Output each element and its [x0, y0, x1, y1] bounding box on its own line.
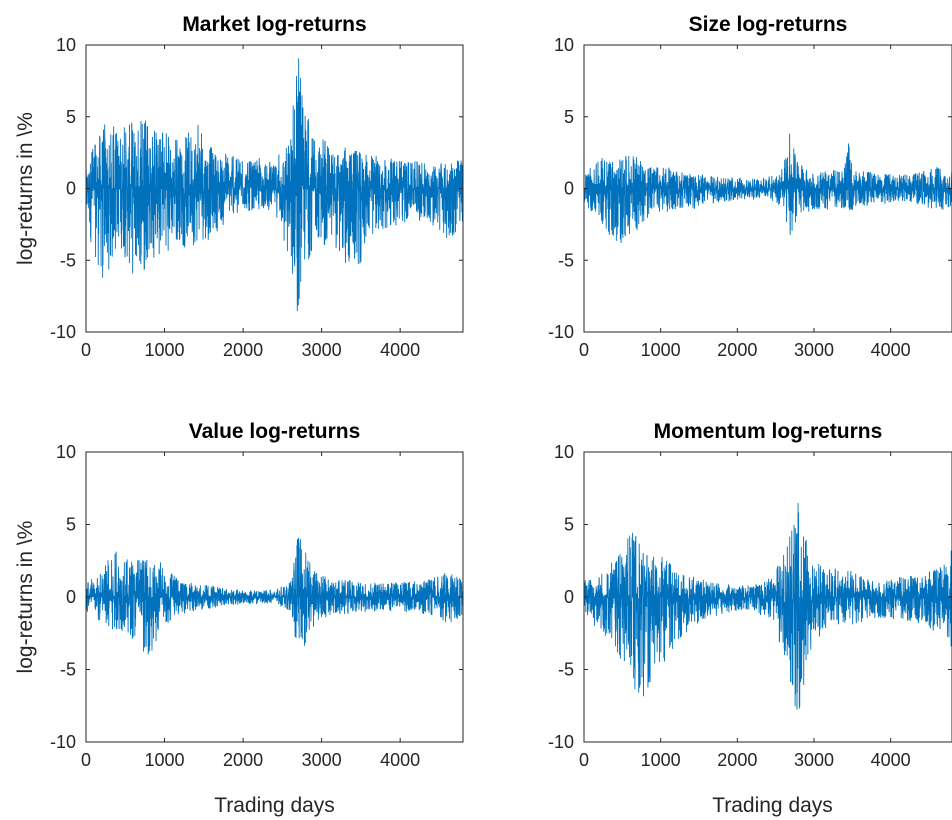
x-tick-label: 1000 [145, 750, 185, 770]
y-tick-label: -10 [548, 732, 574, 752]
x-axis-label: Trading days [712, 794, 833, 817]
chart-panel-3: 0 1000 2000 3000 4000 -10 -5 0 5 10 Value log-retu… [14, 420, 464, 817]
y-tick-label: -5 [60, 250, 76, 270]
x-tick-label: 3000 [794, 340, 834, 360]
y-tick-label: 10 [554, 35, 574, 55]
y-tick-label: -5 [558, 250, 574, 270]
y-tick-label: 0 [564, 179, 574, 199]
y-tick-label: -10 [50, 322, 76, 342]
x-tick-label: 2000 [223, 340, 263, 360]
x-tick-label: 3000 [302, 340, 342, 360]
y-tick-label: 0 [66, 587, 76, 607]
chart-panel-2: 0 1000 2000 3000 4000 -10 -5 0 5 10 Size log-retur… [548, 13, 952, 360]
y-tick-label: 5 [66, 107, 76, 127]
y-axis-label: log-returns in \% [14, 112, 37, 265]
y-tick-label: 10 [56, 442, 76, 462]
chart-panel-4: 0 1000 2000 3000 4000 -10 -5 0 5 10 Momentum log-r… [548, 420, 952, 817]
x-tick-label: 4000 [380, 340, 420, 360]
y-tick-label: 5 [66, 515, 76, 535]
x-tick-label: 3000 [302, 750, 342, 770]
series-line [86, 537, 463, 655]
x-tick-label: 3000 [794, 750, 834, 770]
y-tick-label: 0 [564, 587, 574, 607]
series-line [86, 58, 463, 312]
y-tick-label: 10 [56, 35, 76, 55]
x-tick-label: 0 [579, 750, 589, 770]
x-tick-label: 0 [81, 750, 91, 770]
x-tick-label: 4000 [871, 750, 911, 770]
y-tick-label: 5 [564, 515, 574, 535]
series-line [584, 503, 952, 710]
x-tick-label: 0 [81, 340, 91, 360]
x-tick-label: 0 [579, 340, 589, 360]
y-tick-label: -5 [558, 660, 574, 680]
chart-title: Market log-returns [182, 13, 366, 36]
x-tick-label: 2000 [717, 750, 757, 770]
y-tick-label: 5 [564, 107, 574, 127]
x-tick-label: 4000 [871, 340, 911, 360]
y-tick-label: -10 [50, 732, 76, 752]
y-tick-label: 10 [554, 442, 574, 462]
chart-title: Size log-returns [689, 13, 848, 36]
y-tick-label: -5 [60, 660, 76, 680]
chart-title: Value log-returns [189, 420, 361, 443]
y-tick-label: 0 [66, 179, 76, 199]
x-axis-label: Trading days [214, 794, 335, 817]
x-tick-label: 1000 [641, 750, 681, 770]
chart-panel-1: 0 1000 2000 3000 4000 -10 -5 0 5 10 Market log-ret… [14, 13, 464, 360]
y-tick-label: -10 [548, 322, 574, 342]
series-line [584, 133, 952, 244]
x-tick-label: 1000 [145, 340, 185, 360]
y-axis-label: log-returns in \% [14, 521, 37, 674]
x-tick-label: 1000 [641, 340, 681, 360]
x-tick-label: 2000 [717, 340, 757, 360]
x-tick-label: 4000 [380, 750, 420, 770]
x-tick-label: 2000 [223, 750, 263, 770]
chart-title: Momentum log-returns [654, 420, 883, 443]
